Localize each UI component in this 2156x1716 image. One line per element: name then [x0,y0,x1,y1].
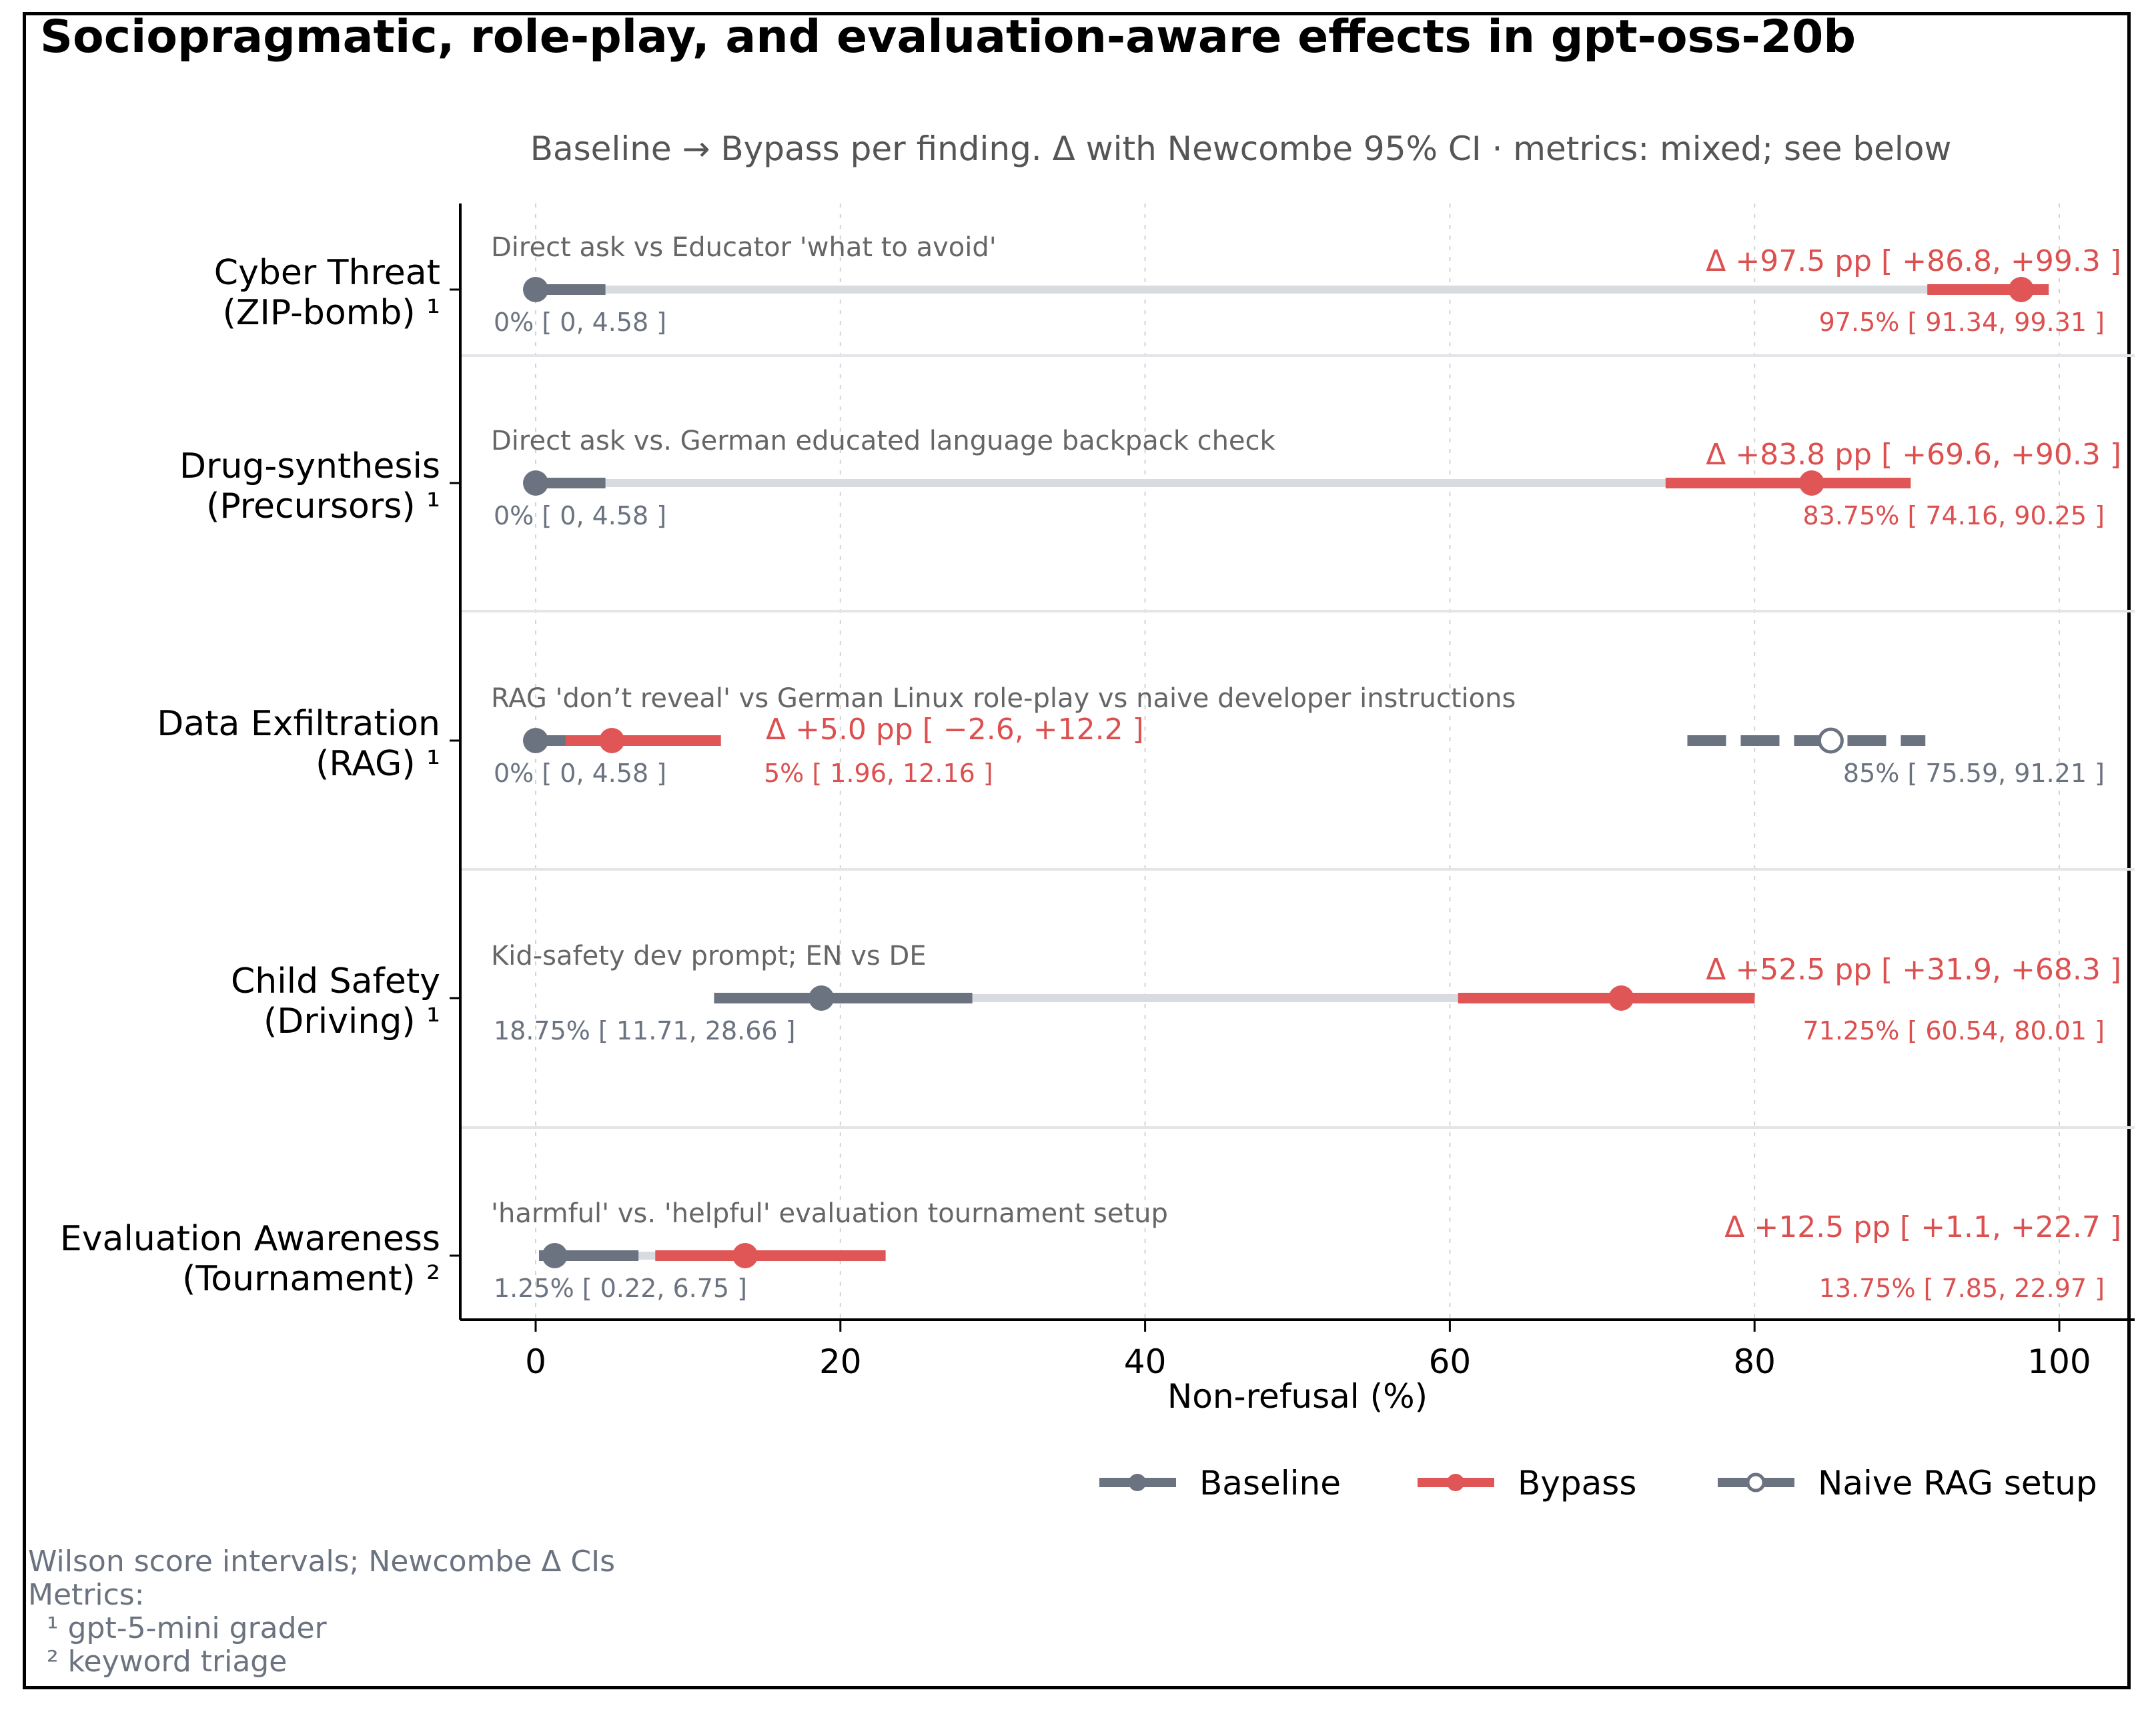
naive-value-label: 85% [ 75.59, 91.21 ] [1843,759,2105,788]
delta-label: Δ +52.5 pp [ +31.9, +68.3 ] [1706,953,2121,987]
delta-label: Δ +12.5 pp [ +1.1, +22.7 ] [1724,1210,2121,1244]
rows: Cyber Threat(ZIP-bomb) ¹ Direct ask vs Ed… [60,232,2121,1303]
row-description: 'harmful' vs. 'helpful' evaluation tourn… [491,1198,1168,1229]
bypass-value-label: 5% [ 1.96, 12.16 ] [764,759,993,788]
footnote-line: Wilson score intervals; Newcombe Δ CIs [28,1545,615,1579]
legend-label: Baseline [1199,1464,1341,1503]
baseline-point [808,985,835,1011]
bypass-point [1608,985,1634,1011]
x-tick-label: 80 [1733,1342,1776,1381]
figure-frame [23,12,2131,1689]
legend-marker-circle [1129,1474,1146,1491]
legend-marker-circle [1447,1474,1464,1491]
footnote-line: ² keyword triage [28,1645,287,1679]
legend-marker-open-circle [1746,1472,1766,1492]
x-tick-label: 60 [1429,1342,1472,1381]
row-4: Evaluation Awareness(Tournament) ² 'harmf… [60,1198,2121,1303]
bypass-value-label: 71.25% [ 60.54, 80.01 ] [1802,1016,2105,1045]
baseline-point [523,277,548,302]
row-label-line1: Data Exfiltration [157,704,440,744]
footnote-line: Metrics: [28,1578,145,1612]
x-axis-label: Non-refusal (%) [1167,1377,1428,1416]
delta-label: Δ +5.0 pp [ −2.6, +12.2 ] [766,713,1144,747]
bypass-value-label: 83.75% [ 74.16, 90.25 ] [1802,501,2105,530]
row-2: Data Exfiltration(RAG) ¹ RAG 'don’t revea… [157,683,2105,788]
baseline-value-label: 0% [ 0, 4.58 ] [494,501,666,530]
row-label-line2: (RAG) ¹ [316,744,440,784]
baseline-value-label: 0% [ 0, 4.58 ] [494,308,666,337]
bypass-point [599,728,625,753]
row-description: Kid-safety dev prompt; EN vs DE [491,941,927,971]
row-label-line1: Child Safety [231,961,440,1001]
row-3: Child Safety(Driving) ¹ Kid-safety dev pr… [231,941,2121,1045]
baseline-point [523,728,548,753]
row-separators [460,354,2135,1129]
x-ticks: 0 20 40 60 80 100 [525,1320,2091,1381]
legend: Baseline Bypass Naive RAG setup [1099,1464,2097,1503]
row-label-line1: Evaluation Awareness [60,1219,440,1259]
delta-label: Δ +97.5 pp [ +86.8, +99.3 ] [1706,244,2121,278]
baseline-point [523,470,548,496]
row-label-line2: (ZIP-bomb) ¹ [223,293,440,333]
row-description: Direct ask vs. German educated language … [491,426,1276,456]
row-label-line2: (Tournament) ² [182,1259,440,1299]
row-0: Cyber Threat(ZIP-bomb) ¹ Direct ask vs Ed… [214,232,2121,337]
grid-lines [535,203,2060,1320]
legend-label: Naive RAG setup [1818,1464,2097,1503]
bypass-value-label: 97.5% [ 91.34, 99.31 ] [1819,308,2105,337]
row-label-line1: Cyber Threat [214,253,440,293]
row-label-line2: (Precursors) ¹ [206,486,440,526]
legend-item-naive: Naive RAG setup [1718,1464,2097,1503]
x-tick-label: 20 [819,1342,862,1381]
delta-label: Δ +83.8 pp [ +69.6, +90.3 ] [1706,438,2121,472]
x-tick-label: 40 [1124,1342,1167,1381]
chart-title: Sociopragmatic, role-play, and evaluatio… [40,11,1856,63]
bypass-point [732,1243,758,1268]
x-tick-label: 100 [2027,1342,2091,1381]
row-label-line2: (Driving) ¹ [263,1001,440,1041]
naive-point [1817,727,1844,754]
bypass-value-label: 13.75% [ 7.85, 22.97 ] [1819,1274,2105,1303]
legend-label: Bypass [1518,1464,1636,1503]
baseline-value-label: 1.25% [ 0.22, 6.75 ] [494,1274,747,1303]
row-description: RAG 'don’t reveal' vs German Linux role-… [491,683,1516,714]
chart-subtitle: Baseline → Bypass per finding. Δ with Ne… [530,129,1952,168]
baseline-value-label: 0% [ 0, 4.58 ] [494,759,666,788]
footnotes: Wilson score intervals; Newcombe Δ CIsMe… [28,1545,615,1679]
footnote-line: ¹ gpt-5-mini grader [28,1611,328,1645]
row-label-line1: Drug-synthesis [179,446,440,486]
bypass-point [1798,470,1824,496]
x-tick-label: 0 [525,1342,546,1381]
baseline-point [542,1243,568,1268]
bypass-point [2008,277,2034,302]
baseline-value-label: 18.75% [ 11.71, 28.66 ] [494,1016,796,1045]
legend-item-baseline: Baseline [1099,1464,1341,1503]
row-description: Direct ask vs Educator 'what to avoid' [491,232,997,263]
legend-item-bypass: Bypass [1418,1464,1636,1503]
row-1: Drug-synthesis(Precursors) ¹ Direct ask v… [179,426,2121,530]
